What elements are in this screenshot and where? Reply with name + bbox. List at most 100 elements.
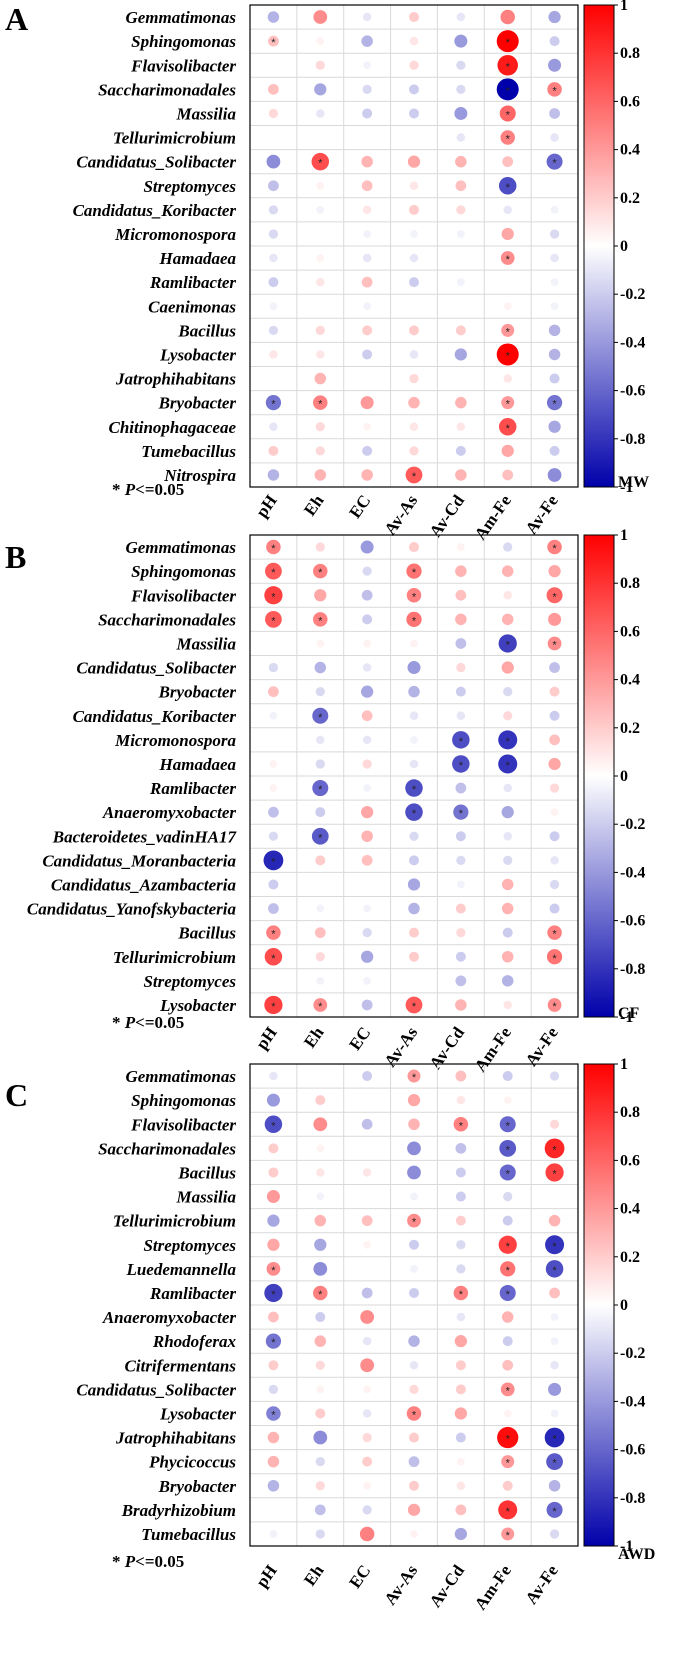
data-point <box>363 639 372 648</box>
data-point <box>456 543 465 551</box>
data-point <box>550 808 559 817</box>
data-point <box>315 1360 325 1370</box>
data-point <box>363 784 372 792</box>
colorbar-tick-label: 0.2 <box>620 190 640 207</box>
row-label: Sphingomonas <box>131 1091 236 1110</box>
data-point <box>362 735 372 745</box>
data-point <box>269 350 278 359</box>
data-point <box>503 783 512 793</box>
data-point <box>549 831 560 842</box>
data-point <box>503 855 513 865</box>
data-point <box>316 880 324 888</box>
data-point <box>266 1093 280 1107</box>
data-point <box>363 1385 372 1394</box>
data-point <box>268 445 279 456</box>
data-point <box>265 1333 282 1349</box>
data-point <box>408 1335 420 1347</box>
data-point <box>316 302 324 310</box>
data-point <box>497 1426 519 1449</box>
data-point <box>456 880 465 889</box>
data-point <box>455 903 466 914</box>
data-point <box>502 156 514 168</box>
data-point <box>363 1193 371 1201</box>
data-point <box>409 855 419 866</box>
column-label: Am-Fe <box>471 1561 516 1613</box>
colorbar-tick-label: -1 <box>620 1009 633 1026</box>
significance-marker: * <box>506 1289 511 1301</box>
significance-marker: * <box>412 1217 417 1229</box>
colorbar-tick-label: 0.4 <box>620 672 640 689</box>
significance-marker: * <box>271 1120 276 1132</box>
data-point <box>316 37 325 46</box>
data-point <box>409 927 419 938</box>
data-point <box>551 1096 559 1104</box>
significance-marker: * <box>271 1409 276 1421</box>
colorbar-tick-label: 0.4 <box>620 142 640 159</box>
data-point <box>406 563 422 579</box>
significance-marker: * <box>459 736 464 748</box>
data-point <box>267 11 280 23</box>
data-point <box>316 109 325 118</box>
colorbar-tick-label: -0.2 <box>620 286 645 303</box>
heatmap-panel-C: C Gemmatimonas Sphingomonas Flavisolibacter… <box>5 1056 655 1613</box>
data-point <box>409 422 419 431</box>
data-point <box>362 253 372 263</box>
data-point <box>316 277 325 287</box>
significance-marker: * <box>552 953 557 965</box>
data-point <box>548 565 561 578</box>
row-label: Massilia <box>175 1188 236 1207</box>
data-point <box>363 230 372 238</box>
colorbar-tick-label: -0.4 <box>620 334 645 351</box>
significance-marker: * <box>506 134 511 146</box>
colorbar-tick-label: 0.8 <box>620 1104 640 1121</box>
significance-marker: * <box>506 1530 511 1542</box>
row-label: Tumebacillus <box>141 1525 236 1544</box>
data-point <box>498 634 517 653</box>
data-point <box>362 84 372 94</box>
significance-marker: * <box>318 399 323 411</box>
significance-marker: * <box>271 856 276 868</box>
data-point <box>362 663 372 672</box>
data-point <box>316 735 325 745</box>
significance-marker: * <box>552 1168 557 1180</box>
data-point <box>550 1361 559 1370</box>
data-point <box>315 60 325 70</box>
data-point <box>361 35 373 47</box>
data-point <box>266 539 281 555</box>
row-label: Flavisolibacter <box>130 56 236 75</box>
data-point <box>359 1526 375 1542</box>
data-point <box>267 1431 280 1444</box>
data-point <box>501 661 514 674</box>
data-point <box>361 806 374 819</box>
row-label: Saccharimonadales <box>98 1139 236 1158</box>
data-point <box>264 1283 283 1303</box>
heatmap-panel-B: B Gemmatimonas Sphingomonas Flavisolibacter… <box>5 527 645 1075</box>
data-point <box>551 182 559 190</box>
data-point <box>498 177 517 195</box>
row-label: Ramlibacter <box>149 273 236 292</box>
row-label: Streptomyces <box>143 972 236 991</box>
data-point <box>315 1529 325 1539</box>
data-point <box>315 1095 326 1106</box>
data-point <box>361 999 373 1011</box>
data-point <box>548 324 561 337</box>
column-label: Av-Cd <box>426 1561 469 1611</box>
data-point <box>267 1480 280 1492</box>
data-point <box>454 1335 467 1348</box>
data-point <box>362 445 373 456</box>
significance-marker: * <box>318 615 323 627</box>
data-point <box>456 84 466 94</box>
row-label: Ramlibacter <box>149 779 236 798</box>
data-point <box>503 1000 512 1010</box>
data-point <box>362 1409 372 1418</box>
data-point <box>363 1144 371 1152</box>
data-point <box>269 760 278 768</box>
data-point <box>363 61 372 70</box>
column-label: Eh <box>300 1023 328 1051</box>
significance-marker: * <box>459 808 464 820</box>
colorbar-tick-label: -0.2 <box>620 1345 645 1362</box>
row-label: Saccharimonadales <box>98 610 236 629</box>
data-point <box>269 253 278 263</box>
significance-marker: * <box>318 158 323 170</box>
data-point <box>409 1480 419 1491</box>
